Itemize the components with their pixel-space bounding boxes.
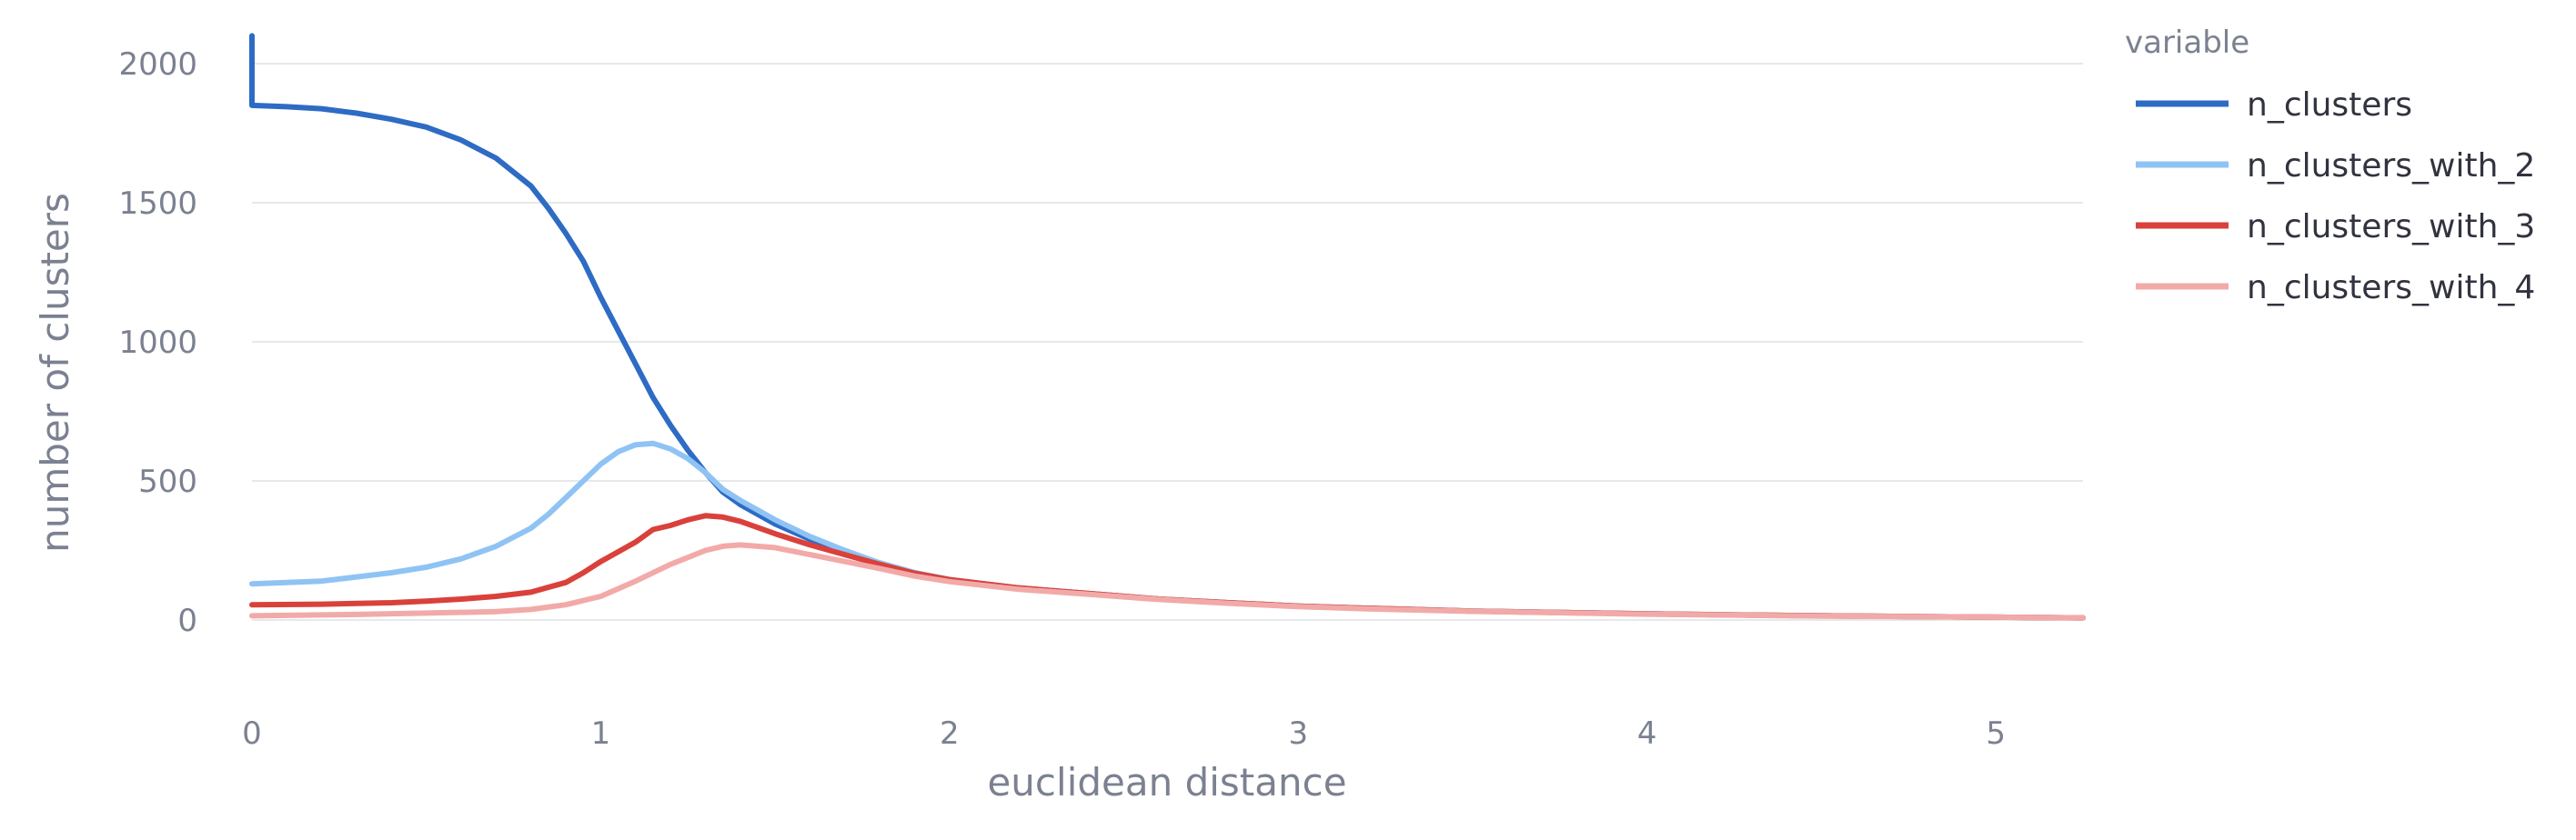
- x-tick-label: 5: [1986, 715, 2006, 752]
- x-axis-title: euclidean distance: [987, 760, 1346, 805]
- legend-title: variable: [2125, 25, 2249, 61]
- y-tick-label: 500: [138, 464, 197, 500]
- legend-item-n-clusters-with-2: n_clusters_with_2: [2136, 147, 2535, 185]
- y-tick-label: 0: [177, 603, 197, 639]
- x-axis-ticks: 0 1 2 3 4 5: [242, 715, 2006, 752]
- legend-item-n-clusters: n_clusters: [2136, 86, 2412, 124]
- y-tick-label: 1000: [118, 325, 197, 361]
- gridlines: [252, 63, 2083, 621]
- x-tick-label: 0: [242, 715, 262, 752]
- x-tick-label: 1: [591, 715, 611, 752]
- y-axis-ticks: 0 500 1000 1500 2000: [118, 46, 197, 639]
- y-tick-label: 2000: [118, 46, 197, 83]
- series-line-n-clusters-with-4: [249, 542, 2086, 621]
- legend-item-n-clusters-with-4: n_clusters_with_4: [2136, 269, 2535, 306]
- x-tick-label: 4: [1637, 715, 1657, 752]
- x-tick-label: 3: [1288, 715, 1308, 752]
- series-lines: [249, 33, 2086, 621]
- y-axis-title: number of clusters: [33, 193, 77, 553]
- legend: variable n_clusters n_clusters_with_2 n_cl…: [2125, 25, 2535, 306]
- legend-label: n_clusters: [2247, 86, 2412, 124]
- y-tick-label: 1500: [118, 185, 197, 222]
- legend-label: n_clusters_with_2: [2247, 147, 2535, 185]
- legend-label: n_clusters_with_4: [2247, 269, 2535, 306]
- x-tick-label: 2: [940, 715, 960, 752]
- legend-item-n-clusters-with-3: n_clusters_with_3: [2136, 208, 2535, 245]
- legend-label: n_clusters_with_3: [2247, 208, 2535, 245]
